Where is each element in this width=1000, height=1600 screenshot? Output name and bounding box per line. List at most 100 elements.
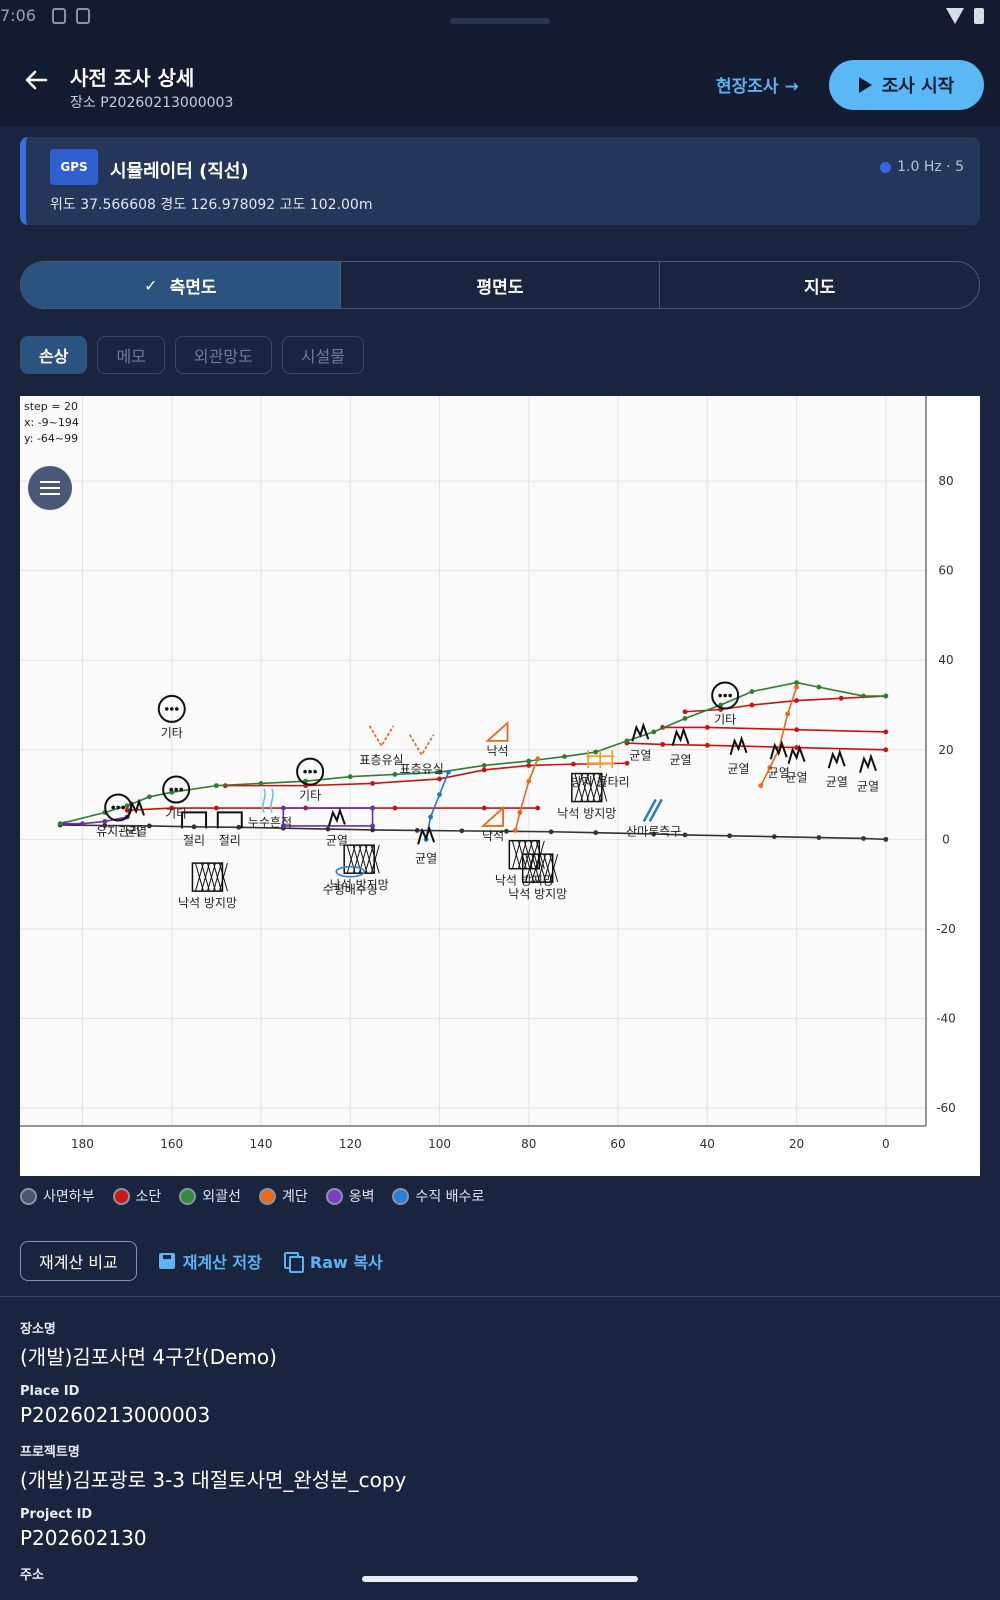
y-tick-label: 0: [942, 832, 950, 846]
legend-dot: [112, 1187, 130, 1205]
chip-damage[interactable]: 손상: [20, 336, 88, 374]
annotation-net-hatch: [586, 773, 596, 802]
tab-map[interactable]: 지도: [660, 262, 979, 308]
chart-canvas[interactable]: 180 160 140 120 100 80 60 40 20 0 80 60 40 20 0 -20 -40 -…: [20, 396, 980, 1176]
annotation-dots-icon: [157, 694, 186, 723]
annotation-dot: [313, 769, 317, 774]
annotation-drain-icon: [335, 865, 366, 878]
annotation-label: 균열: [629, 748, 651, 762]
annotation-dot: [116, 805, 120, 810]
legend-item[interactable]: 외괄선: [179, 1186, 241, 1206]
series-point: [861, 836, 866, 841]
legend-label: 외괄선: [202, 1189, 241, 1205]
tab-side-view[interactable]: ✓ 측면도: [21, 262, 341, 308]
y-tick-label: -20: [936, 922, 956, 936]
side-view-chart[interactable]: 180 160 140 120 100 80 60 40 20 0 80 60 40 20 0 -20 -40 -…: [20, 396, 980, 1176]
y-tick-label: 40: [938, 653, 953, 667]
chip-facility[interactable]: 시설물: [281, 336, 364, 374]
chart-y-range: y: -64~99: [24, 432, 79, 445]
annotation-crack-icon: [671, 726, 690, 747]
annotation-net-hatch: [511, 840, 521, 869]
legend-label: 옹벽: [348, 1189, 375, 1205]
series-point: [682, 716, 688, 721]
annotation-label: 누수흔적: [248, 816, 292, 830]
annotation-rockfall-icon: [480, 805, 504, 827]
annotation-label: 균열: [826, 775, 848, 789]
annotation-rockfall-icon: [485, 720, 509, 742]
legend-item[interactable]: 사면하부: [20, 1186, 95, 1206]
chip-memo[interactable]: 메모: [97, 336, 165, 374]
series-point: [785, 711, 791, 717]
series-point: [446, 769, 451, 775]
legend-item[interactable]: 소단: [112, 1186, 161, 1206]
annotation-crack-icon: [729, 735, 748, 756]
annotation-dot: [169, 787, 174, 792]
annotation-net-hatch: [537, 854, 547, 883]
annotation-net-hatch: [194, 862, 204, 892]
series-point: [370, 827, 375, 833]
shield-icon: [52, 8, 66, 24]
annotation-dots-icon: [711, 681, 740, 710]
annotation-dot: [303, 769, 307, 774]
series-point: [704, 725, 710, 730]
home-indicator[interactable]: [362, 1576, 638, 1582]
legend-item[interactable]: 수직 배수로: [392, 1186, 484, 1206]
raw-copy-button[interactable]: Raw 복사: [283, 1249, 383, 1273]
annotation-label: 기타: [161, 726, 183, 740]
series-point: [437, 776, 442, 782]
series-point: [526, 763, 532, 768]
annotation-crack-icon: [417, 825, 436, 845]
series-point: [883, 747, 889, 753]
legend-label: 사면하부: [43, 1189, 95, 1205]
annotation-crack-icon: [327, 807, 346, 827]
x-tick-label: 160: [160, 1137, 183, 1151]
annotation-net-hatch: [370, 845, 380, 874]
annotation-label: 균열: [415, 851, 437, 865]
series-point: [80, 821, 85, 827]
copy-icon: [283, 1252, 304, 1273]
series-point: [280, 823, 286, 829]
series-point: [258, 780, 264, 786]
annotation-dot: [308, 769, 312, 774]
annotation-label: 수평배수공: [323, 883, 378, 897]
annotation-label: 방지 울타리: [571, 775, 630, 789]
series-point: [392, 772, 398, 777]
tab-plan-view-label: 평면도: [476, 277, 524, 298]
place-id-value: P20260213000003: [20, 1403, 211, 1427]
start-survey-button[interactable]: 조사 시작: [829, 60, 984, 110]
recalc-save-button[interactable]: 재계산 저장: [158, 1249, 262, 1273]
series-line: [662, 726, 886, 733]
series-point: [794, 745, 799, 750]
recalc-compare-button[interactable]: 재계산 비교: [20, 1241, 137, 1281]
legend-item[interactable]: 계단: [258, 1186, 308, 1206]
list-menu-button[interactable]: [28, 466, 72, 510]
status-time: 7:06: [0, 6, 36, 25]
series-point: [325, 826, 331, 832]
series-point: [682, 832, 688, 838]
series-point: [624, 760, 630, 766]
series-point: [571, 761, 576, 767]
annotation-joint-icon: [216, 811, 243, 829]
series-point: [883, 693, 889, 699]
annotation-label: 낙석 방지망: [178, 896, 237, 910]
x-tick-label: 20: [789, 1137, 804, 1151]
field-survey-link[interactable]: 현장조사 →: [716, 77, 799, 97]
series-point: [213, 805, 219, 811]
annotation-dot: [179, 787, 184, 792]
back-arrow-icon[interactable]: [20, 64, 52, 96]
recalc-actions: 재계산 비교 재계산 저장 Raw 복사: [20, 1241, 383, 1281]
series-point: [794, 727, 799, 733]
chip-exterior[interactable]: 외관망도: [174, 336, 272, 374]
series-point: [771, 834, 777, 840]
x-tick-label: 60: [610, 1137, 625, 1151]
series-point: [794, 684, 799, 690]
annotation-label: 표층유실: [400, 762, 444, 776]
tab-plan-view[interactable]: 평면도: [341, 262, 661, 308]
series-point: [428, 814, 434, 820]
gps-source-title: 시뮬레이터 (직선): [110, 161, 249, 182]
legend-item[interactable]: 옹벽: [325, 1186, 375, 1206]
annotation-label: 균열: [669, 753, 691, 767]
series-point: [347, 774, 353, 780]
annotation-dot: [164, 707, 169, 711]
camera-notch: [450, 18, 550, 24]
